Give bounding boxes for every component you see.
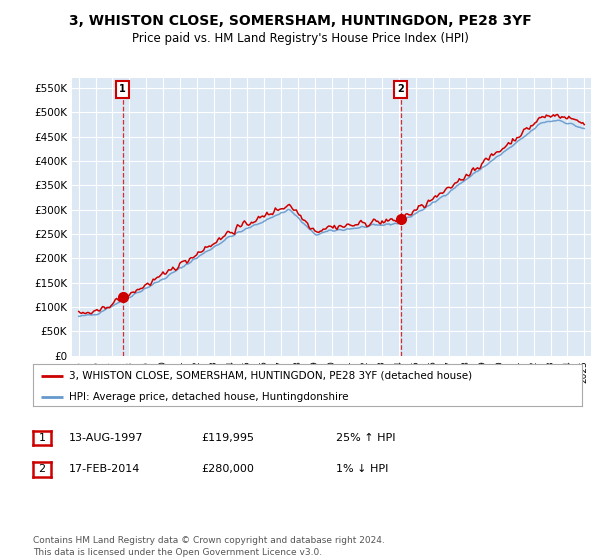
- Text: 25% ↑ HPI: 25% ↑ HPI: [336, 433, 395, 443]
- Text: £280,000: £280,000: [201, 464, 254, 474]
- Text: 2: 2: [38, 464, 46, 474]
- Text: 2: 2: [397, 84, 404, 94]
- Text: 17-FEB-2014: 17-FEB-2014: [69, 464, 140, 474]
- Text: 1% ↓ HPI: 1% ↓ HPI: [336, 464, 388, 474]
- Text: 3, WHISTON CLOSE, SOMERSHAM, HUNTINGDON, PE28 3YF (detached house): 3, WHISTON CLOSE, SOMERSHAM, HUNTINGDON,…: [68, 371, 472, 381]
- Text: 13-AUG-1997: 13-AUG-1997: [69, 433, 143, 443]
- Text: HPI: Average price, detached house, Huntingdonshire: HPI: Average price, detached house, Hunt…: [68, 392, 348, 402]
- Text: £119,995: £119,995: [201, 433, 254, 443]
- Text: Price paid vs. HM Land Registry's House Price Index (HPI): Price paid vs. HM Land Registry's House …: [131, 32, 469, 45]
- Text: Contains HM Land Registry data © Crown copyright and database right 2024.
This d: Contains HM Land Registry data © Crown c…: [33, 536, 385, 557]
- Text: 3, WHISTON CLOSE, SOMERSHAM, HUNTINGDON, PE28 3YF: 3, WHISTON CLOSE, SOMERSHAM, HUNTINGDON,…: [68, 14, 532, 28]
- Text: 1: 1: [119, 84, 126, 94]
- Text: 1: 1: [38, 433, 46, 443]
